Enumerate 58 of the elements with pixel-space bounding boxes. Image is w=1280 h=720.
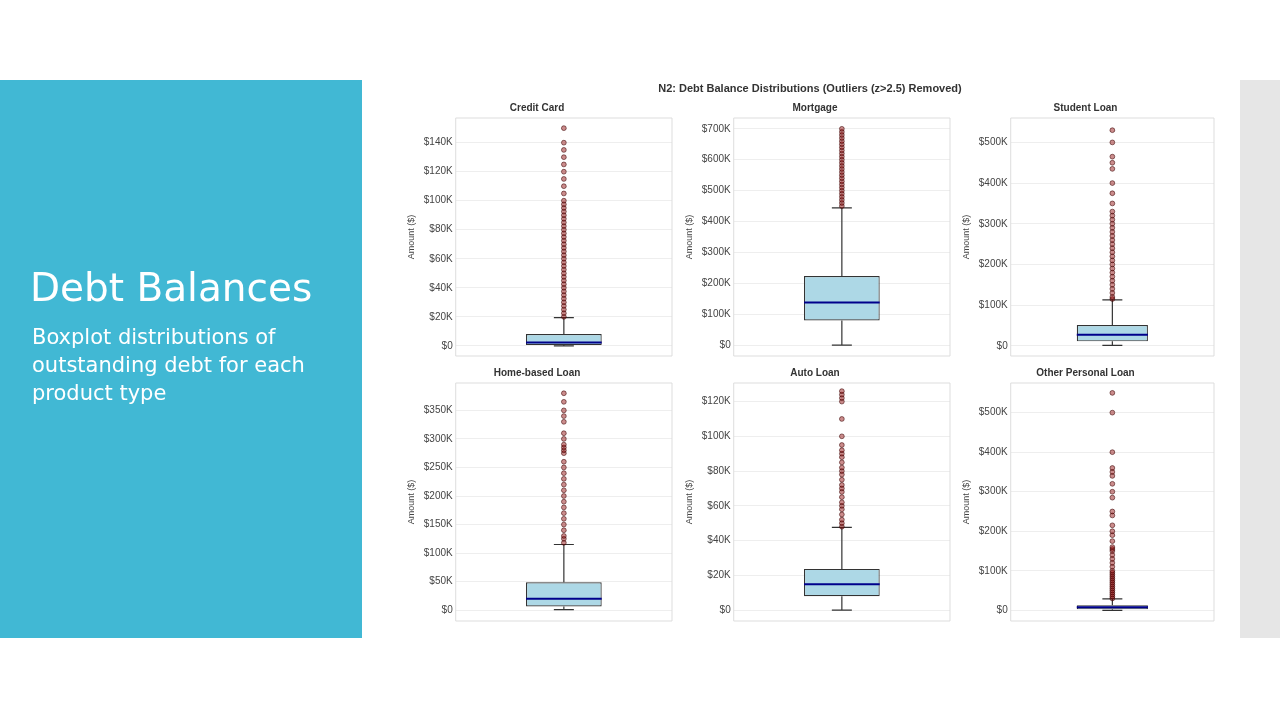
y-tick-label: $500K xyxy=(701,184,732,196)
y-tick-label: $150K xyxy=(423,518,454,530)
y-axis-title: Amount ($) xyxy=(960,479,971,525)
y-tick-label: $300K xyxy=(978,485,1009,497)
y-tick-label: $400K xyxy=(978,176,1009,188)
chart-title: Student Loan xyxy=(1053,101,1118,113)
chart-title: Mortgage xyxy=(792,101,838,113)
y-tick-label: $200K xyxy=(978,258,1009,270)
y-axis-title: Amount ($) xyxy=(960,214,971,260)
y-tick-label: $700K xyxy=(701,122,732,134)
y-tick-label: $600K xyxy=(701,153,732,165)
y-tick-label: $120K xyxy=(423,165,454,177)
chart-title: Other Personal Loan xyxy=(1036,366,1135,378)
y-tick-label: $250K xyxy=(423,461,454,473)
y-tick-label: $200K xyxy=(701,277,732,289)
y-tick-label: $0 xyxy=(719,603,732,615)
text: Boxplot distributions of outstanding debt for each product type xyxy=(32,324,306,407)
y-tick-label: $200K xyxy=(978,525,1009,537)
y-tick-label: $100K xyxy=(423,194,454,206)
y-tick-label: $400K xyxy=(701,215,732,227)
y-tick-label: $20K xyxy=(429,310,454,322)
chart-title: Credit Card xyxy=(509,101,565,113)
y-tick-label: $300K xyxy=(423,432,454,444)
y-tick-label: $100K xyxy=(978,298,1009,310)
y-tick-label: $100K xyxy=(701,430,732,442)
y-axis-title: Amount ($) xyxy=(683,214,694,260)
text: N2: Debt Balance Distributions (Outliers (z>2.5) Removed) xyxy=(658,82,962,94)
y-axis-title: Amount ($) xyxy=(405,479,416,525)
y-tick-label: $300K xyxy=(978,217,1009,229)
y-tick-label: $40K xyxy=(429,281,454,293)
y-tick-label: $60K xyxy=(429,252,454,264)
y-tick-label: $80K xyxy=(707,464,732,476)
y-tick-label: $0 xyxy=(719,338,732,350)
y-tick-label: $50K xyxy=(429,575,454,587)
y-tick-label: $350K xyxy=(423,404,454,416)
y-tick-label: $0 xyxy=(441,603,454,615)
chart-title: Auto Loan xyxy=(790,366,840,378)
y-tick-label: $400K xyxy=(978,445,1009,457)
y-tick-label: $120K xyxy=(701,395,732,407)
y-tick-label: $20K xyxy=(707,569,732,581)
text: Debt Balances xyxy=(30,265,313,310)
y-tick-label: $0 xyxy=(996,339,1009,351)
y-tick-label: $80K xyxy=(429,223,454,235)
y-tick-label: $500K xyxy=(978,406,1009,418)
y-axis-title: Amount ($) xyxy=(405,214,416,260)
y-tick-label: $0 xyxy=(996,604,1009,616)
y-tick-label: $40K xyxy=(707,534,732,546)
y-tick-label: $100K xyxy=(423,546,454,558)
y-tick-label: $200K xyxy=(423,489,454,501)
y-tick-label: $100K xyxy=(978,564,1009,576)
chart-title: Home-based Loan xyxy=(493,366,581,378)
y-tick-label: $500K xyxy=(978,136,1009,148)
y-tick-label: $60K xyxy=(707,499,732,511)
y-tick-label: $0 xyxy=(441,339,454,351)
y-tick-label: $100K xyxy=(701,308,732,320)
y-axis-title: Amount ($) xyxy=(683,479,694,525)
y-tick-label: $300K xyxy=(701,246,732,258)
y-tick-label: $140K xyxy=(423,136,454,148)
